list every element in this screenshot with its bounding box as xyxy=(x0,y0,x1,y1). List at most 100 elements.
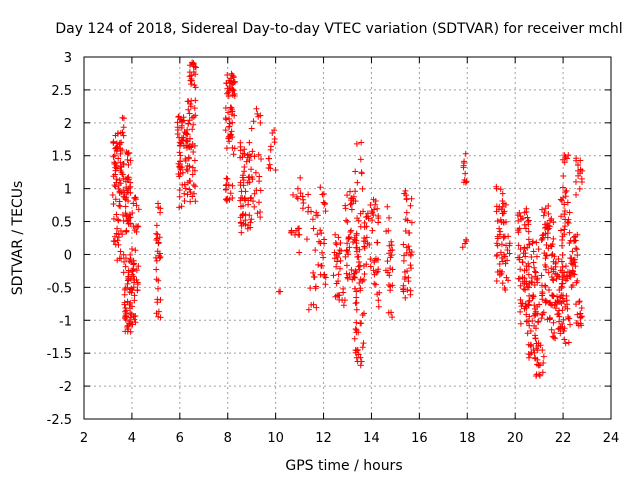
x-tick-label: 16 xyxy=(411,431,428,446)
data-point xyxy=(363,234,370,241)
data-point xyxy=(499,190,506,197)
data-point xyxy=(517,308,524,315)
data-point xyxy=(183,137,190,144)
data-point xyxy=(243,158,250,165)
data-point xyxy=(558,242,565,249)
data-point xyxy=(190,68,197,75)
data-point xyxy=(242,217,249,224)
data-point xyxy=(116,177,123,184)
data-point xyxy=(252,169,259,176)
data-point xyxy=(573,191,580,198)
data-point xyxy=(155,277,162,284)
data-point xyxy=(558,213,565,220)
data-point xyxy=(117,203,124,210)
data-point xyxy=(250,118,257,125)
data-point xyxy=(353,299,360,306)
data-point xyxy=(127,179,134,186)
data-point xyxy=(266,161,273,168)
data-point xyxy=(576,298,583,305)
data-point xyxy=(563,292,570,299)
data-point xyxy=(121,191,128,198)
data-point xyxy=(521,275,528,282)
data-point xyxy=(191,105,198,112)
data-point xyxy=(524,214,531,221)
data-point xyxy=(558,258,565,265)
data-point xyxy=(352,268,359,275)
data-point xyxy=(356,280,363,286)
data-point xyxy=(542,230,549,237)
data-point xyxy=(238,229,245,236)
data-point xyxy=(406,246,413,253)
data-point xyxy=(187,189,194,196)
data-point xyxy=(384,203,391,210)
data-point xyxy=(552,335,559,342)
data-point xyxy=(521,245,528,252)
data-point xyxy=(336,250,343,257)
data-point xyxy=(340,302,347,309)
data-point xyxy=(129,321,136,328)
data-point xyxy=(246,157,253,164)
data-point xyxy=(518,216,525,223)
x-tick-label: 2 xyxy=(80,431,88,446)
data-point xyxy=(297,174,304,181)
data-point xyxy=(353,306,360,313)
data-point xyxy=(353,288,360,295)
data-point xyxy=(356,266,363,273)
data-point xyxy=(225,109,232,116)
data-point xyxy=(251,190,258,197)
data-point xyxy=(110,201,117,208)
data-point xyxy=(312,285,319,292)
data-point xyxy=(525,351,532,358)
data-point xyxy=(370,211,377,218)
data-point xyxy=(174,130,181,137)
data-point xyxy=(505,277,512,284)
data-point xyxy=(361,234,368,241)
data-point xyxy=(564,301,571,308)
data-point xyxy=(493,253,500,260)
data-point xyxy=(352,168,359,175)
data-point xyxy=(500,218,507,225)
data-point xyxy=(254,210,261,217)
data-point xyxy=(542,299,549,306)
data-point xyxy=(561,336,568,343)
data-point xyxy=(225,135,232,142)
data-point xyxy=(111,152,118,159)
data-point xyxy=(524,283,531,290)
data-point xyxy=(154,235,161,242)
data-point xyxy=(156,234,163,241)
data-point xyxy=(408,265,415,272)
data-point xyxy=(265,164,272,171)
data-point xyxy=(364,240,371,247)
data-point xyxy=(124,156,131,163)
data-point xyxy=(185,155,192,162)
data-point xyxy=(116,202,123,209)
data-point xyxy=(246,212,253,219)
data-point xyxy=(258,156,265,163)
data-point xyxy=(359,185,366,192)
data-point xyxy=(127,314,134,321)
data-point xyxy=(550,277,557,284)
data-point xyxy=(521,209,528,216)
data-point xyxy=(352,188,359,195)
data-point xyxy=(125,276,132,283)
data-point xyxy=(225,181,232,188)
data-point xyxy=(573,246,580,253)
data-point xyxy=(566,209,573,216)
data-point xyxy=(337,240,344,247)
data-point xyxy=(224,175,231,182)
data-point xyxy=(493,277,500,284)
data-point xyxy=(152,254,159,261)
data-point xyxy=(176,187,183,194)
data-point xyxy=(317,240,324,247)
data-point xyxy=(230,74,237,81)
data-point xyxy=(523,311,530,318)
data-point xyxy=(374,205,381,212)
data-point xyxy=(344,192,351,199)
data-point xyxy=(305,191,312,198)
data-point xyxy=(559,251,566,258)
data-point xyxy=(316,238,323,245)
data-point xyxy=(134,287,141,294)
data-point xyxy=(577,314,584,321)
data-point xyxy=(371,271,378,278)
data-point xyxy=(157,205,164,212)
